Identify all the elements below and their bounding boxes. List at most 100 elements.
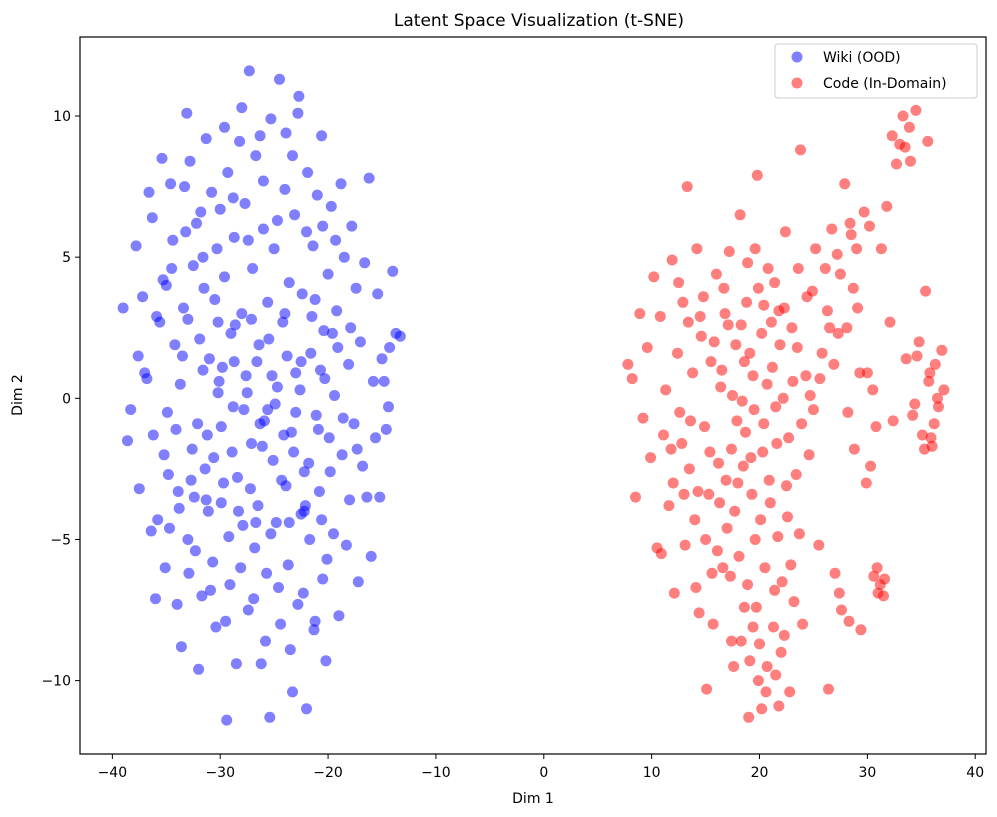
data-point	[760, 686, 772, 698]
data-point	[220, 615, 232, 627]
x-axis-label: Dim 1	[512, 791, 554, 807]
data-point	[255, 658, 267, 670]
data-point	[782, 511, 793, 523]
data-point	[807, 404, 819, 416]
data-point	[143, 186, 155, 198]
data-point	[924, 367, 936, 379]
data-point	[770, 401, 782, 413]
data-point	[180, 226, 192, 238]
data-point	[716, 364, 728, 376]
data-point	[319, 373, 331, 385]
data-point	[326, 327, 338, 339]
data-point	[268, 243, 280, 255]
data-point	[125, 404, 137, 416]
data-point	[324, 466, 336, 478]
data-point	[333, 610, 345, 622]
data-point	[309, 294, 321, 305]
data-point	[727, 390, 738, 401]
data-point	[711, 545, 723, 557]
data-point	[788, 596, 800, 608]
data-point	[756, 703, 768, 715]
data-point	[295, 356, 307, 368]
data-point	[756, 327, 768, 339]
data-point	[130, 240, 142, 252]
data-point	[703, 488, 715, 500]
data-point	[655, 548, 667, 560]
data-point	[313, 486, 325, 497]
data-point	[875, 243, 887, 255]
data-point	[726, 443, 737, 455]
data-point	[762, 263, 774, 274]
data-point	[311, 189, 323, 201]
data-point	[731, 415, 743, 427]
data-point	[225, 327, 237, 339]
data-point	[249, 542, 261, 554]
data-point	[323, 432, 335, 444]
data-point	[816, 347, 828, 359]
data-point	[164, 522, 175, 534]
y-axis-label: Dim 2	[10, 374, 26, 416]
data-point	[836, 604, 847, 616]
data-point	[728, 661, 740, 672]
chart-title: Latent Space Visualization (t-SNE)	[394, 11, 684, 31]
data-point	[292, 107, 304, 119]
data-point	[677, 296, 689, 308]
data-point	[282, 559, 294, 571]
data-point	[738, 356, 750, 368]
data-point	[844, 217, 856, 229]
data-point	[338, 251, 350, 263]
data-point	[197, 251, 209, 263]
data-point	[274, 73, 285, 85]
data-point	[715, 381, 727, 393]
data-point	[826, 223, 838, 235]
data-point	[218, 477, 229, 489]
data-point	[678, 488, 690, 500]
data-point	[325, 200, 337, 212]
data-point	[730, 339, 742, 351]
data-point	[784, 686, 796, 698]
data-point	[761, 378, 773, 390]
data-point	[752, 282, 764, 294]
data-point	[317, 220, 329, 232]
data-point	[674, 406, 686, 418]
data-point	[695, 330, 707, 342]
data-point	[221, 714, 233, 726]
data-point	[184, 155, 196, 167]
data-point	[732, 477, 744, 489]
data-point	[729, 505, 741, 517]
data-point	[271, 215, 283, 226]
data-point	[266, 370, 278, 382]
data-point	[367, 375, 379, 387]
data-point	[676, 438, 688, 449]
data-point	[145, 525, 157, 537]
data-point	[776, 576, 788, 588]
data-point	[177, 350, 188, 362]
data-point	[332, 342, 344, 353]
data-point	[841, 322, 853, 334]
data-point	[178, 302, 189, 314]
data-point	[233, 505, 244, 517]
data-point	[759, 562, 771, 574]
data-point	[383, 401, 394, 413]
data-point	[778, 302, 790, 314]
data-point	[260, 635, 271, 647]
data-point	[791, 342, 803, 353]
data-point	[690, 582, 702, 593]
legend-label-wiki: Wiki (OOD)	[823, 50, 901, 66]
data-point	[913, 336, 925, 348]
data-point	[929, 358, 941, 370]
data-point	[886, 130, 898, 142]
data-point	[919, 443, 930, 455]
data-point	[280, 127, 292, 139]
data-point	[265, 113, 277, 125]
data-point	[692, 486, 704, 497]
data-point	[352, 576, 364, 588]
data-point	[262, 296, 274, 308]
data-point	[247, 263, 259, 274]
data-point	[246, 438, 257, 449]
data-point	[161, 406, 173, 418]
data-point	[742, 579, 754, 591]
data-point	[380, 423, 392, 435]
data-point	[860, 477, 872, 489]
data-point	[174, 378, 186, 390]
